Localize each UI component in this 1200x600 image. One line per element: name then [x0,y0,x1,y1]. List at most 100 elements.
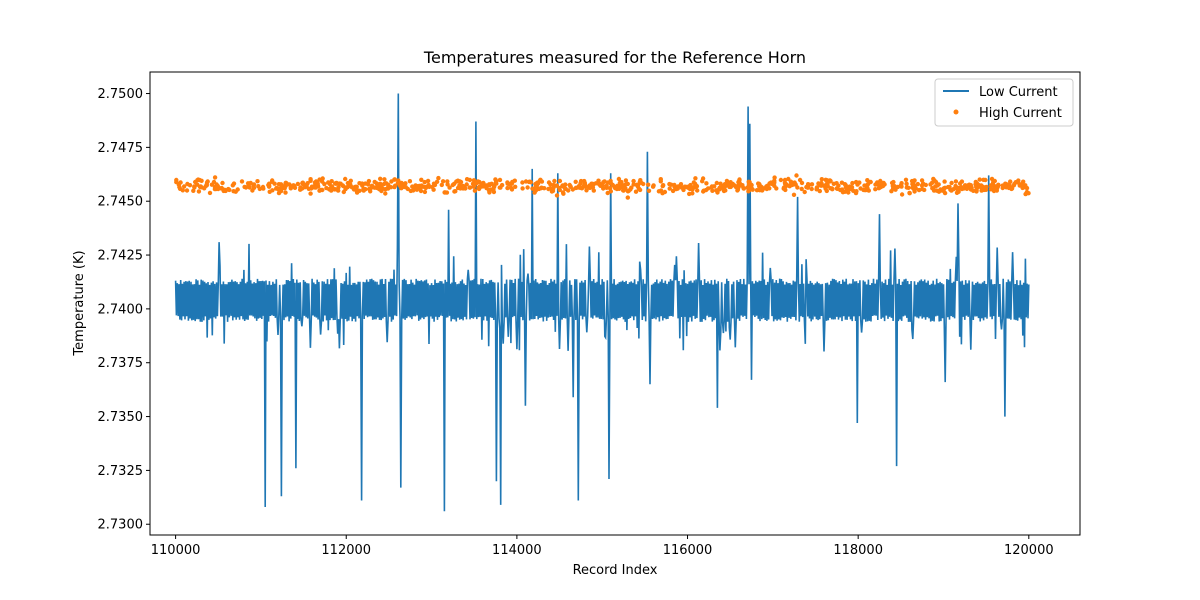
high-current-point [379,184,384,190]
high-current-point [839,180,845,185]
high-current-point [288,184,293,190]
high-current-point [306,186,311,191]
high-current-point [472,188,478,193]
high-current-point [178,180,183,185]
high-current-point [587,183,592,188]
high-current-point [992,186,997,191]
high-current-point [460,184,465,189]
high-current-point [513,184,518,189]
high-current-point [326,180,331,185]
high-current-point [898,182,904,188]
x-tick-label: 116000 [663,543,713,558]
high-current-point [202,186,207,191]
high-current-point [799,186,804,192]
high-current-point [616,176,622,182]
high-current-point [367,186,372,192]
high-current-point [349,185,355,190]
high-current-point [714,180,719,186]
high-current-point [890,186,896,191]
high-current-point [722,184,728,189]
high-current-point [757,188,762,193]
high-current-point [704,181,709,186]
high-current-point [301,182,306,187]
high-current-point [366,178,372,184]
high-current-point [464,182,469,187]
high-current-point [309,184,315,189]
high-current-point [689,185,694,190]
high-current-point [746,185,751,190]
high-current-point [471,178,477,183]
high-current-point [403,181,408,186]
high-current-point [491,187,496,192]
high-current-point [407,179,413,184]
x-tick-label: 120000 [1004,543,1054,558]
high-current-point [804,184,809,190]
high-current-point [855,180,860,186]
high-current-point [445,182,450,187]
high-current-point [631,182,636,187]
high-current-point [1026,191,1031,196]
high-current-point [977,177,982,182]
high-current-point [919,178,925,183]
high-current-point [313,185,318,190]
high-current-point [554,183,560,188]
high-current-point [474,181,479,186]
high-current-point [794,173,799,178]
legend: Low Current High Current [934,78,1074,127]
high-current-point [479,181,485,187]
high-current-point [487,190,492,195]
high-current-point [411,188,416,193]
high-current-point [912,185,917,191]
high-current-point [867,180,872,185]
high-current-point [276,187,281,192]
high-current-point [211,179,217,185]
high-current-point [378,176,383,181]
high-current-point [292,183,297,189]
high-current-point [212,175,218,180]
high-current-point [974,184,979,190]
high-current-point [354,185,359,190]
legend-high-current-label: High Current [979,106,1062,121]
high-current-point [177,184,182,190]
high-current-point [283,190,288,195]
high-current-point [724,178,730,184]
high-current-point [497,177,503,183]
high-current-point [535,180,540,185]
high-current-point [839,187,845,192]
high-current-point [672,182,677,188]
high-current-point [746,189,751,194]
high-current-point [809,182,815,187]
high-current-point [931,176,936,182]
legend-high-current-swatch [953,109,959,115]
high-current-point [615,183,620,188]
high-current-point [538,177,543,182]
high-current-point [181,184,187,189]
low-current-line [174,93,1030,512]
high-current-point [866,188,871,193]
high-current-point [873,187,878,192]
high-current-point [836,183,841,188]
high-current-point [981,177,986,182]
high-current-point [329,179,334,184]
high-current-point [916,187,922,193]
high-current-point [979,184,984,189]
high-current-point [628,187,633,192]
high-current-point [242,184,247,190]
high-current-point [650,184,656,189]
high-current-point [546,180,552,185]
y-tick-label: 2.7325 [98,464,144,479]
high-current-point [192,185,197,190]
high-current-point [591,188,596,193]
high-current-point [214,185,219,190]
high-current-point [948,187,953,192]
y-tick-label: 2.7475 [98,141,144,156]
high-current-point [817,183,823,188]
high-current-point [582,178,587,184]
high-current-point [442,190,447,195]
high-current-point [231,181,237,186]
high-current-point [439,182,444,188]
high-current-point [318,187,323,193]
high-current-point [279,184,284,189]
high-current-point [772,183,777,188]
high-current-point [1019,183,1024,188]
